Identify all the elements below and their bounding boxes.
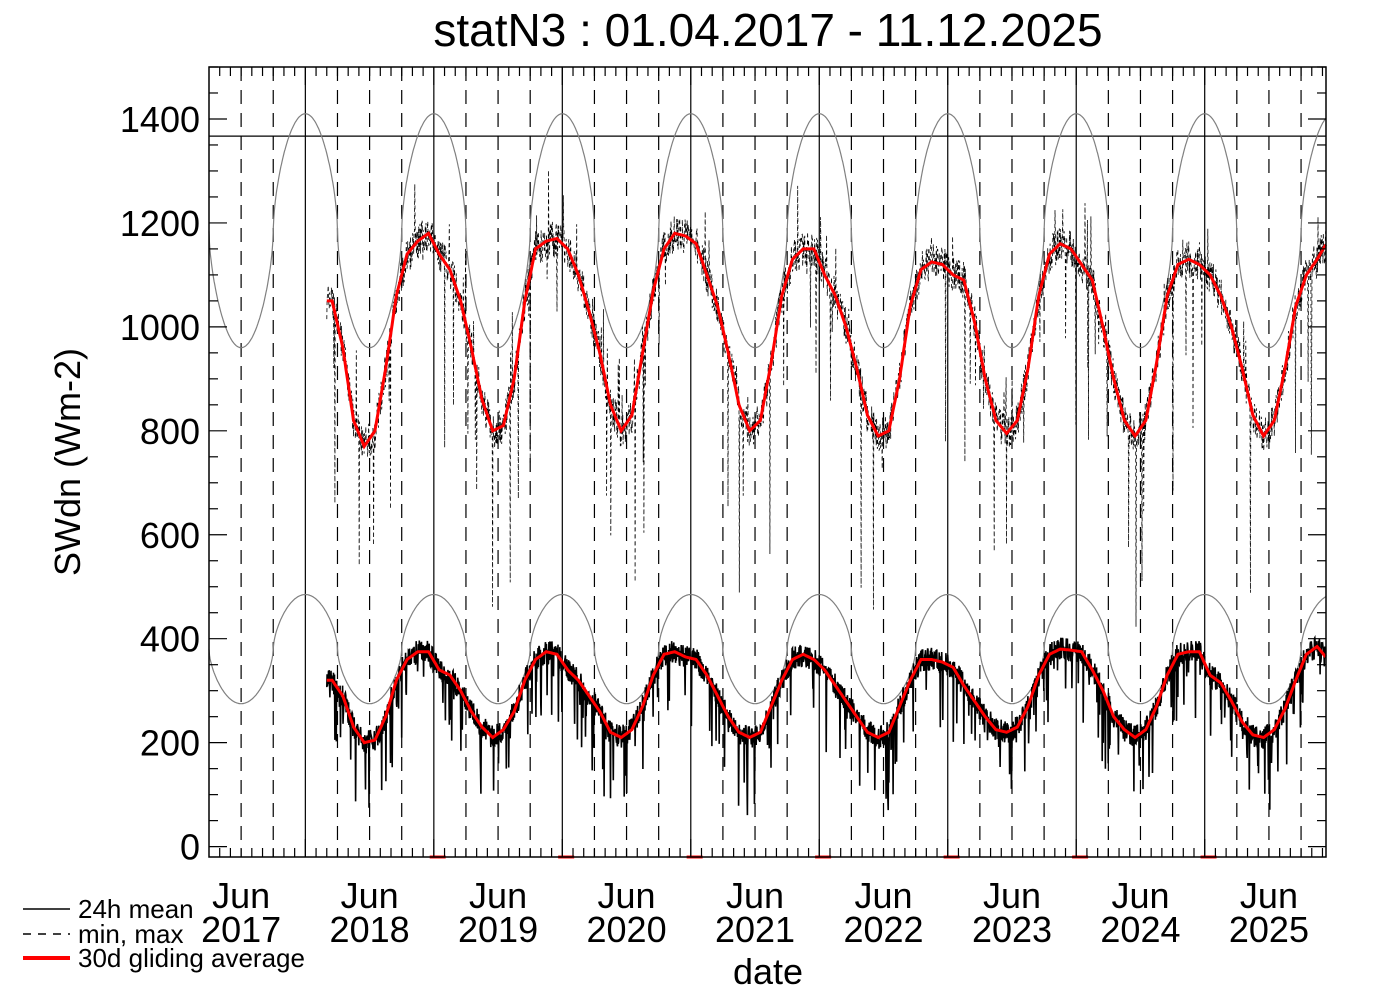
x-tick-label-year: 2023 bbox=[972, 909, 1052, 950]
y-tick-label: 200 bbox=[140, 723, 200, 764]
x-tick-label-month: Jun bbox=[212, 875, 270, 916]
chart-title: statN3 : 01.04.2017 - 11.12.2025 bbox=[433, 4, 1102, 56]
toa-max-curve bbox=[208, 113, 1327, 349]
gliding-average-line-0 bbox=[326, 231, 1327, 450]
x-tick-label-month: Jun bbox=[1240, 875, 1298, 916]
x-axis-label: date bbox=[733, 951, 803, 992]
x-tick-label-month: Jun bbox=[598, 875, 656, 916]
y-tick-label: 400 bbox=[140, 619, 200, 660]
x-tick-label-month: Jun bbox=[854, 875, 912, 916]
plot-frame bbox=[208, 66, 1327, 858]
x-tick-label-month: Jun bbox=[469, 875, 527, 916]
x-tick-label-year: 2022 bbox=[843, 909, 923, 950]
y-tick-label: 1000 bbox=[120, 307, 200, 348]
y-tick-label: 800 bbox=[140, 411, 200, 452]
y-tick-label: 1200 bbox=[120, 203, 200, 244]
x-tick-label-year: 2025 bbox=[1229, 909, 1309, 950]
axis-ticks bbox=[209, 66, 1326, 857]
x-tick-label-year: 2017 bbox=[201, 909, 281, 950]
daily-max-line bbox=[326, 170, 1327, 627]
x-tick-label-year: 2018 bbox=[330, 909, 410, 950]
x-tick-label-month: Jun bbox=[1111, 875, 1169, 916]
x-tick-label-month: Jun bbox=[341, 875, 399, 916]
x-tick-label-year: 2024 bbox=[1100, 909, 1180, 950]
gliding-average-line-1 bbox=[326, 644, 1327, 745]
legend: 24h mean min, max 30d gliding average bbox=[23, 894, 305, 973]
y-tick-label: 600 bbox=[140, 515, 200, 556]
y-axis-label: SWdn (Wm-2) bbox=[47, 348, 88, 576]
legend-label-mean: 24h mean bbox=[78, 894, 194, 924]
daily-mean-line bbox=[326, 634, 1327, 816]
x-tick-label-year: 2019 bbox=[458, 909, 538, 950]
legend-label-gliding: 30d gliding average bbox=[78, 943, 305, 973]
y-tick-label: 0 bbox=[180, 827, 200, 868]
toa-mean-curve bbox=[208, 593, 1327, 705]
data-curves bbox=[208, 113, 1327, 859]
y-tick-label: 1400 bbox=[120, 99, 200, 140]
x-tick-labels: Jun2017Jun2018Jun2019Jun2020Jun2021Jun20… bbox=[201, 875, 1309, 950]
x-tick-label-month: Jun bbox=[726, 875, 784, 916]
x-tick-label-year: 2020 bbox=[587, 909, 667, 950]
x-tick-label-year: 2021 bbox=[715, 909, 795, 950]
x-tick-label-month: Jun bbox=[983, 875, 1041, 916]
y-tick-labels: 0 200 400 600 800 1000 1200 1400 bbox=[120, 99, 200, 868]
legend-label-minmax: min, max bbox=[78, 919, 183, 949]
